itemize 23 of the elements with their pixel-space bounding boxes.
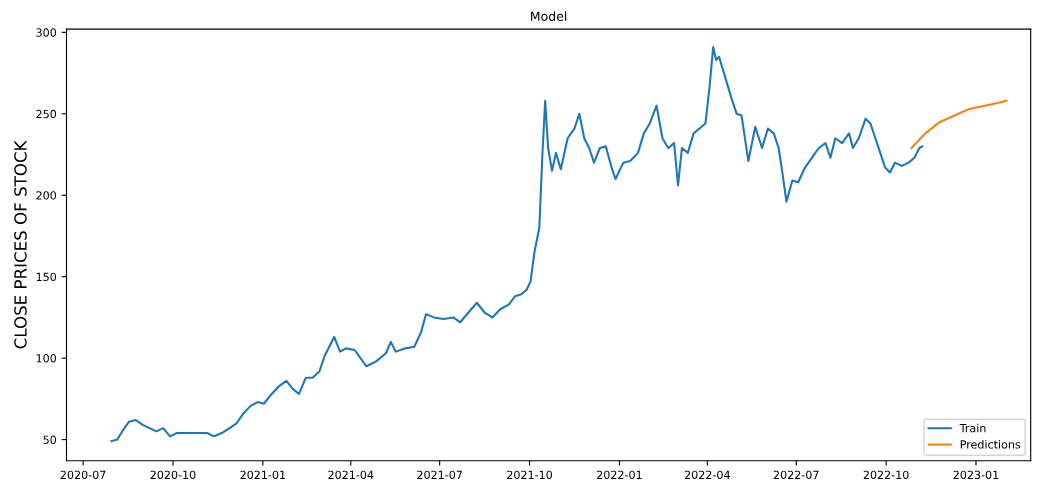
x-tick-label: 2020-07 [60, 470, 106, 480]
y-tick-label: 50 [43, 435, 57, 444]
legend-label: Train [959, 423, 986, 433]
chart-title: Model [531, 11, 567, 21]
x-tick-label: 2021-01 [240, 470, 286, 480]
y-axis-title: CLOSE PRICES OF STOCK [14, 140, 27, 349]
y-tick-label: 200 [36, 191, 57, 200]
y-tick-label: 150 [36, 272, 57, 282]
x-tick-label: 2022-07 [773, 470, 819, 480]
x-tick-label: 2022-10 [863, 470, 909, 480]
y-tick-label: 100 [36, 354, 57, 363]
line-series [110, 45, 924, 443]
y-tick-label: 250 [36, 109, 57, 119]
line-series [910, 99, 1008, 150]
x-tick-label: 2021-04 [328, 470, 374, 480]
x-tick-label: 2021-10 [507, 470, 553, 480]
x-tick-label: 2020-10 [150, 470, 196, 480]
y-tick-label: 300 [36, 28, 57, 37]
legend-label: Predictions [960, 440, 1021, 449]
x-tick-label: 2022-04 [684, 470, 730, 480]
x-tick-label: 2023-01 [953, 470, 999, 480]
x-tick-label: 2022-01 [597, 470, 642, 480]
x-tick-label: 2021-07 [417, 470, 462, 480]
